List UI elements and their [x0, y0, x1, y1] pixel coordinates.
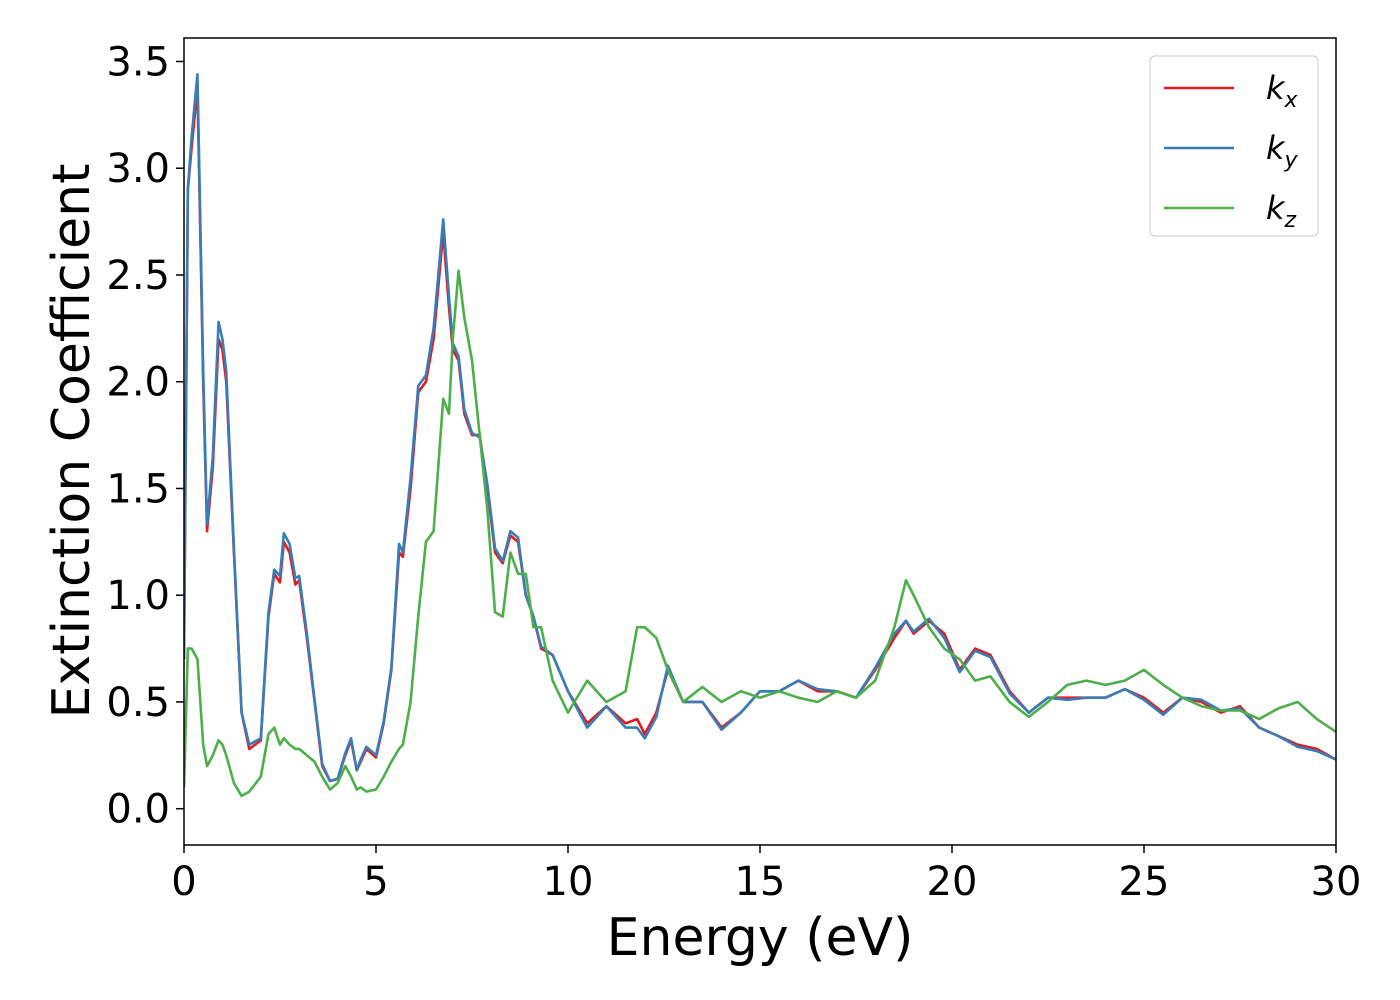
y-tick-label: 0.0 [106, 787, 170, 833]
series-line [184, 72, 1336, 783]
y-tick-label: 2.0 [106, 360, 170, 406]
x-tick-label: 20 [927, 859, 978, 905]
x-tick-label: 15 [735, 859, 786, 905]
y-tick-label: 3.0 [106, 146, 170, 192]
x-tick-label: 0 [171, 859, 196, 905]
plot-lines [184, 72, 1336, 798]
y-tick-label: 2.5 [106, 253, 170, 299]
legend-label: kz [1266, 189, 1297, 233]
x-tick-label: 10 [543, 859, 594, 905]
y-tick-label: 1.5 [106, 466, 170, 512]
x-tick-label: 25 [1119, 859, 1170, 905]
plot-frame [183, 37, 1337, 846]
y-axis-label: Extinction Coefficient [42, 164, 102, 719]
y-tick-label: 0.5 [106, 680, 170, 726]
legend-label: ky [1266, 129, 1299, 173]
x-axis-label: Energy (eV) [607, 908, 914, 968]
legend-label: kx [1266, 69, 1299, 113]
y-tick-label: 1.0 [106, 573, 170, 619]
x-tick-label: 5 [363, 859, 388, 905]
series-line [184, 269, 1336, 798]
y-tick-label: 3.5 [106, 39, 170, 85]
x-tick-label: 30 [1311, 859, 1362, 905]
legend-box [1149, 55, 1319, 237]
